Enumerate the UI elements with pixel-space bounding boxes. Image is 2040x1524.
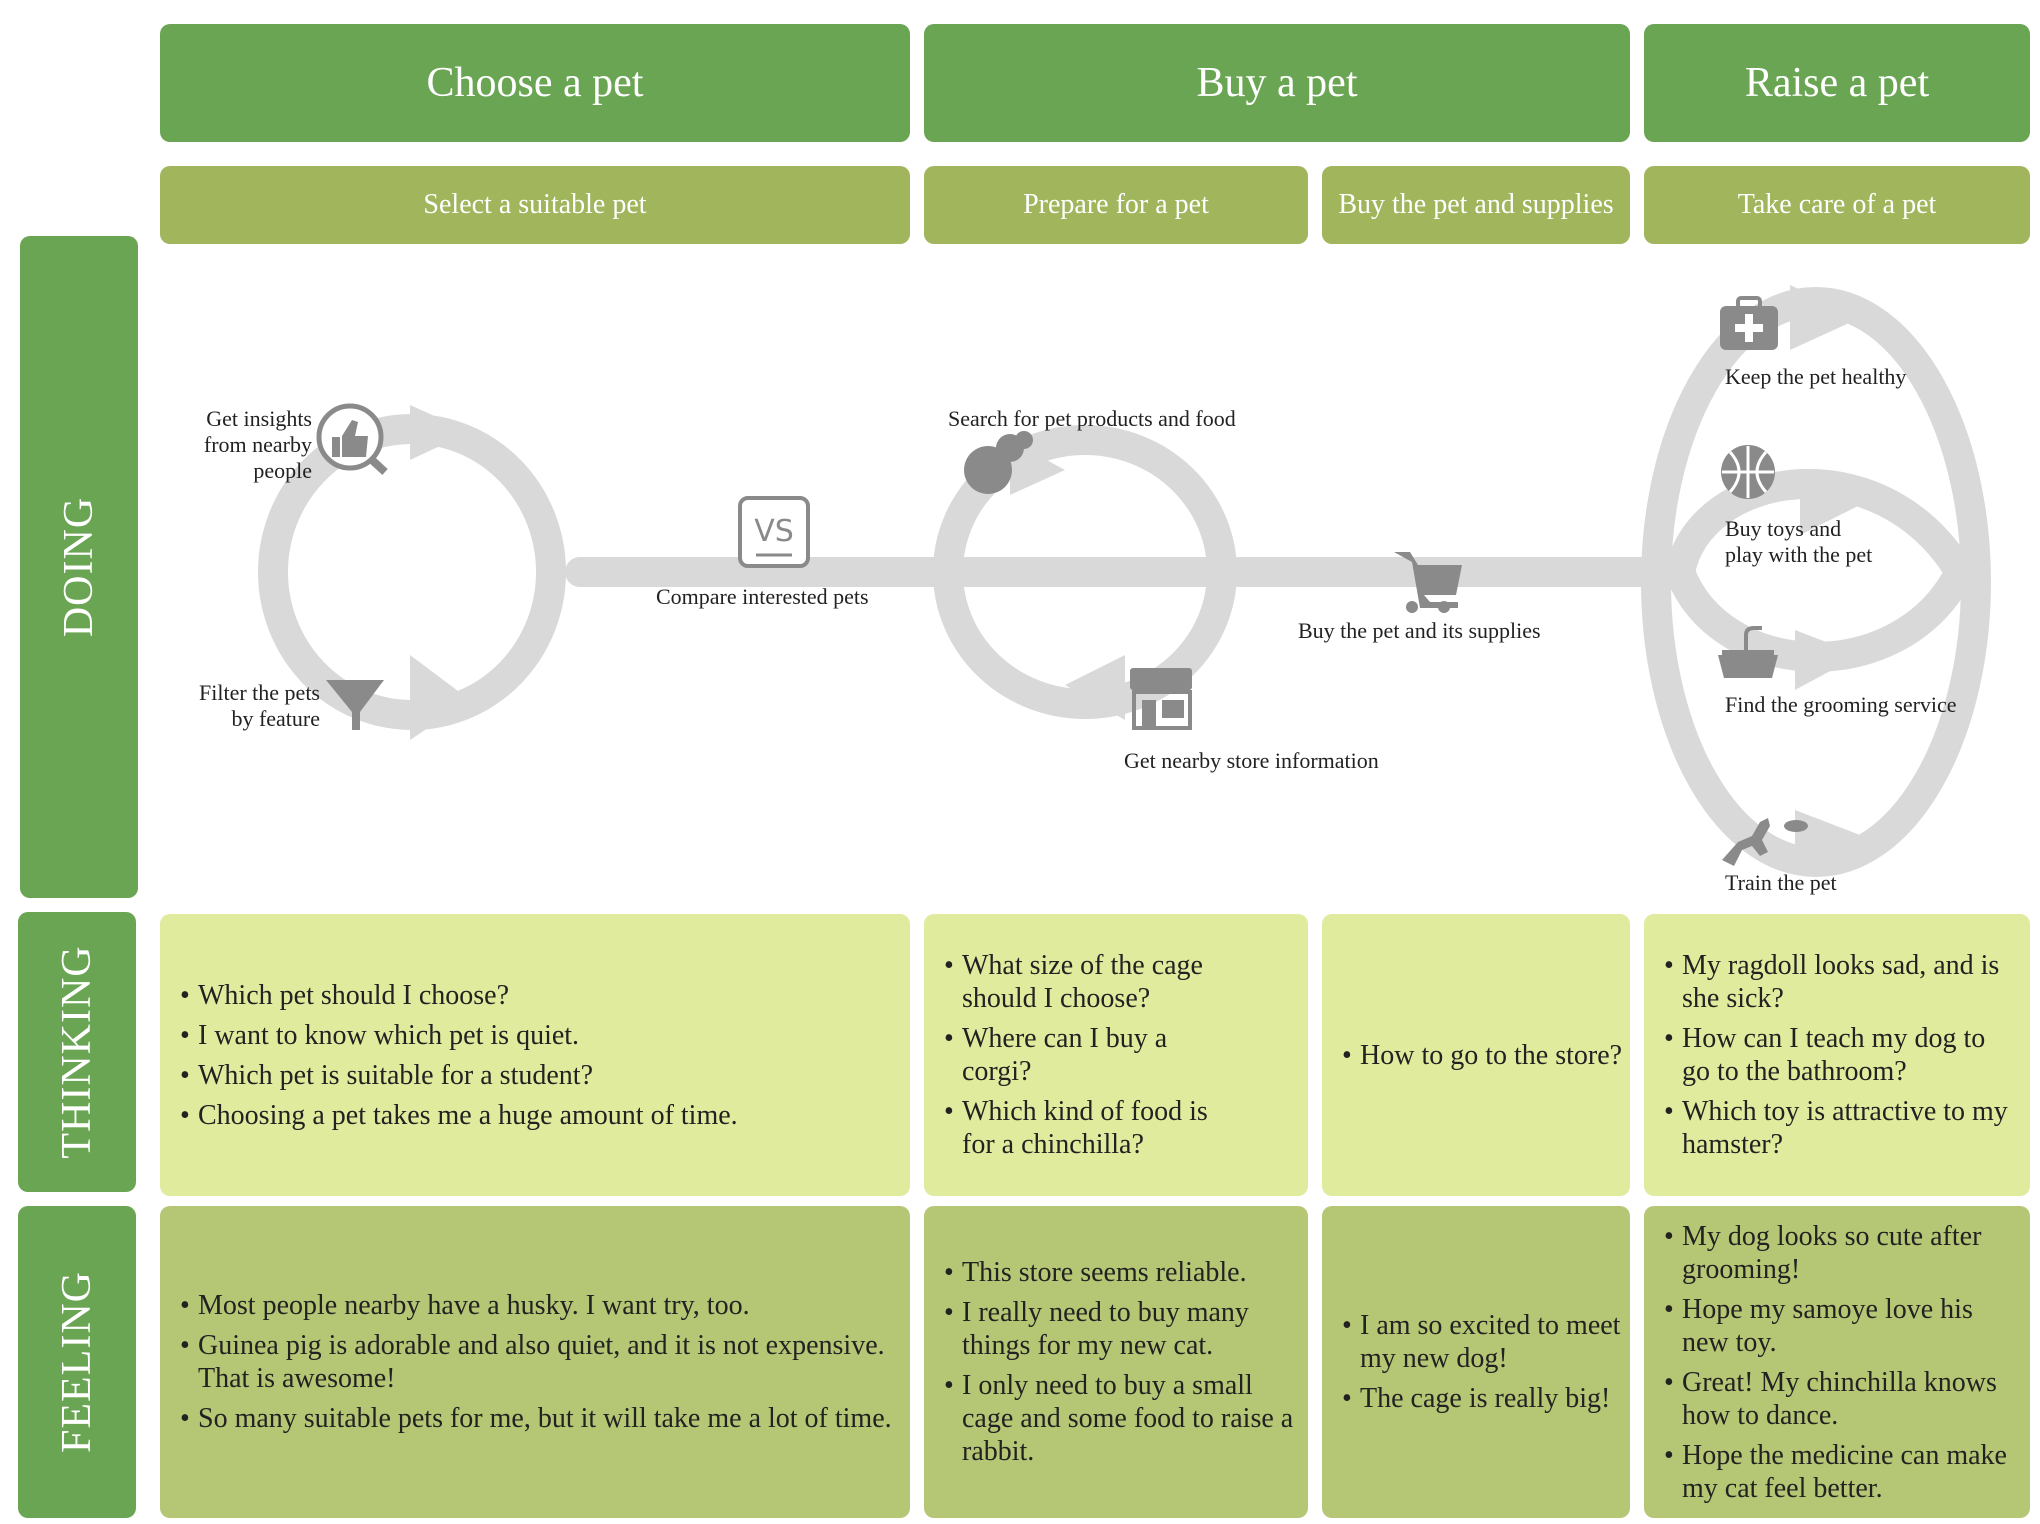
label-train-pet: Train the pet	[1725, 870, 1837, 895]
thinking-cell-choose: Which pet should I choose? I want to kno…	[160, 914, 910, 1196]
grooming-bath-icon	[1718, 626, 1778, 678]
arrowhead	[1795, 810, 1860, 865]
stage-raise-a-pet: Raise a pet	[1644, 24, 2030, 142]
arrowhead	[410, 405, 470, 460]
label-buy-toys: Buy toys and play with the pet	[1725, 516, 1872, 568]
dog-training-icon	[1722, 818, 1808, 866]
list-item: Where can I buy a corgi?	[944, 1022, 1234, 1088]
row-label-feeling: FEELING	[54, 1271, 100, 1453]
arrowhead	[1010, 440, 1065, 495]
row-label-thinking: THINKING	[54, 945, 100, 1159]
substage-select-suitable-pet: Select a suitable pet	[160, 166, 910, 244]
label-nearby-store: Get nearby store information	[1124, 748, 1379, 773]
doing-flow-diagram: VS	[258, 285, 1991, 877]
arrowhead	[1790, 285, 1860, 350]
thinking-list-prepare: What size of the cage should I choose? W…	[944, 942, 1234, 1168]
list-item: So many suitable pets for me, but it wil…	[180, 1402, 900, 1435]
shopping-cart-icon	[1394, 552, 1462, 613]
pet-food-icon	[964, 431, 1033, 494]
row-header-thinking: THINKING	[18, 912, 136, 1192]
list-item: Hope my samoye love his new toy.	[1664, 1293, 2014, 1359]
label-grooming-service: Find the grooming service	[1725, 692, 1957, 717]
store-icon	[1130, 668, 1192, 730]
feeling-cell-raise: My dog looks so cute after grooming! Hop…	[1644, 1206, 2030, 1518]
thinking-cell-raise: My ragdoll looks sad, and is she sick? H…	[1644, 914, 2030, 1196]
list-item: How can I teach my dog to go to the bath…	[1664, 1022, 2014, 1088]
feeling-list-prepare: This store seems reliable. I really need…	[944, 1249, 1294, 1475]
list-item: What size of the cage should I choose?	[944, 949, 1234, 1015]
feeling-list-raise: My dog looks so cute after grooming! Hop…	[1664, 1213, 2014, 1512]
funnel-icon	[326, 680, 384, 730]
list-item: The cage is really big!	[1342, 1382, 1622, 1415]
label-get-insights-line2: from nearby	[203, 432, 312, 457]
thinking-list-choose: Which pet should I choose? I want to kno…	[180, 972, 738, 1139]
label-compare-pets: Compare interested pets	[656, 584, 869, 609]
list-item: This store seems reliable.	[944, 1256, 1294, 1289]
ball-icon	[1721, 445, 1775, 499]
label-filter-pets-line2: by feature	[231, 706, 320, 731]
buy-loop	[933, 425, 1237, 719]
thinking-cell-buy: How to go to the store?	[1322, 914, 1630, 1196]
list-item: I really need to buy many things for my …	[944, 1296, 1294, 1362]
label-buy-pet-supplies: Buy the pet and its supplies	[1298, 618, 1541, 643]
list-item: Great! My chinchilla knows how to dance.	[1664, 1366, 2014, 1432]
label-get-insights: Get insights from nearby people	[190, 406, 312, 484]
label-get-insights-line1: Get insights	[206, 406, 312, 431]
list-item: Hope the medicine can make my cat feel b…	[1664, 1439, 2014, 1505]
arrowhead	[1795, 630, 1860, 690]
versus-icon: VS	[738, 496, 810, 568]
stage-choose-a-pet: Choose a pet	[160, 24, 910, 142]
label-buy-toys-line1: Buy toys and	[1725, 516, 1842, 541]
thinking-list-raise: My ragdoll looks sad, and is she sick? H…	[1664, 942, 2014, 1168]
list-item: Which pet should I choose?	[180, 979, 738, 1012]
label-get-insights-line3: people	[253, 458, 312, 483]
list-item: How to go to the store?	[1342, 1039, 1622, 1072]
raise-loop-toys	[1665, 468, 1978, 672]
list-item: Which pet is suitable for a student?	[180, 1059, 738, 1092]
row-header-doing: DOING	[20, 236, 138, 898]
list-item: Choosing a pet takes me a huge amount of…	[180, 1099, 738, 1132]
versus-text: VS	[754, 514, 794, 549]
list-item: My dog looks so cute after grooming!	[1664, 1220, 2014, 1286]
label-search-products: Search for pet products and food	[948, 406, 1236, 431]
stage-buy-a-pet: Buy a pet	[924, 24, 1630, 142]
arrowhead	[1800, 475, 1860, 535]
list-item: My ragdoll looks sad, and is she sick?	[1664, 949, 2014, 1015]
feeling-cell-choose: Most people nearby have a husky. I want …	[160, 1206, 910, 1518]
list-item: I am so excited to meet my new dog!	[1342, 1309, 1622, 1375]
arrowhead	[410, 655, 470, 740]
substage-take-care-of-pet: Take care of a pet	[1644, 166, 2030, 244]
list-item: I want to know which pet is quiet.	[180, 1019, 738, 1052]
medical-kit-icon	[1720, 296, 1778, 350]
feeling-list-buy: I am so excited to meet my new dog! The …	[1342, 1302, 1622, 1422]
thinking-cell-prepare: What size of the cage should I choose? W…	[924, 914, 1308, 1196]
list-item: I only need to buy a small cage and some…	[944, 1369, 1294, 1468]
flow-arrowheads	[410, 285, 1860, 865]
list-item: Which kind of food is for a chinchilla?	[944, 1095, 1234, 1161]
label-buy-toys-line2: play with the pet	[1725, 542, 1873, 567]
feeling-cell-buy: I am so excited to meet my new dog! The …	[1322, 1206, 1630, 1518]
label-filter-pets: Filter the pets by feature	[180, 680, 320, 732]
thinking-list-buy: How to go to the store?	[1342, 1032, 1622, 1079]
insights-icon	[316, 403, 388, 475]
row-header-feeling: FEELING	[18, 1206, 136, 1518]
list-item: Most people nearby have a husky. I want …	[180, 1289, 900, 1322]
substage-prepare-for-pet: Prepare for a pet	[924, 166, 1308, 244]
label-keep-pet-healthy: Keep the pet healthy	[1725, 364, 1907, 389]
substage-buy-pet-and-supplies: Buy the pet and supplies	[1322, 166, 1630, 244]
list-item: Which toy is attractive to my hamster?	[1664, 1095, 2014, 1161]
arrowhead	[1065, 655, 1125, 720]
label-filter-pets-line1: Filter the pets	[199, 680, 320, 705]
feeling-cell-prepare: This store seems reliable. I really need…	[924, 1206, 1308, 1518]
feeling-list-choose: Most people nearby have a husky. I want …	[180, 1282, 900, 1442]
list-item: Guinea pig is adorable and also quiet, a…	[180, 1329, 900, 1395]
